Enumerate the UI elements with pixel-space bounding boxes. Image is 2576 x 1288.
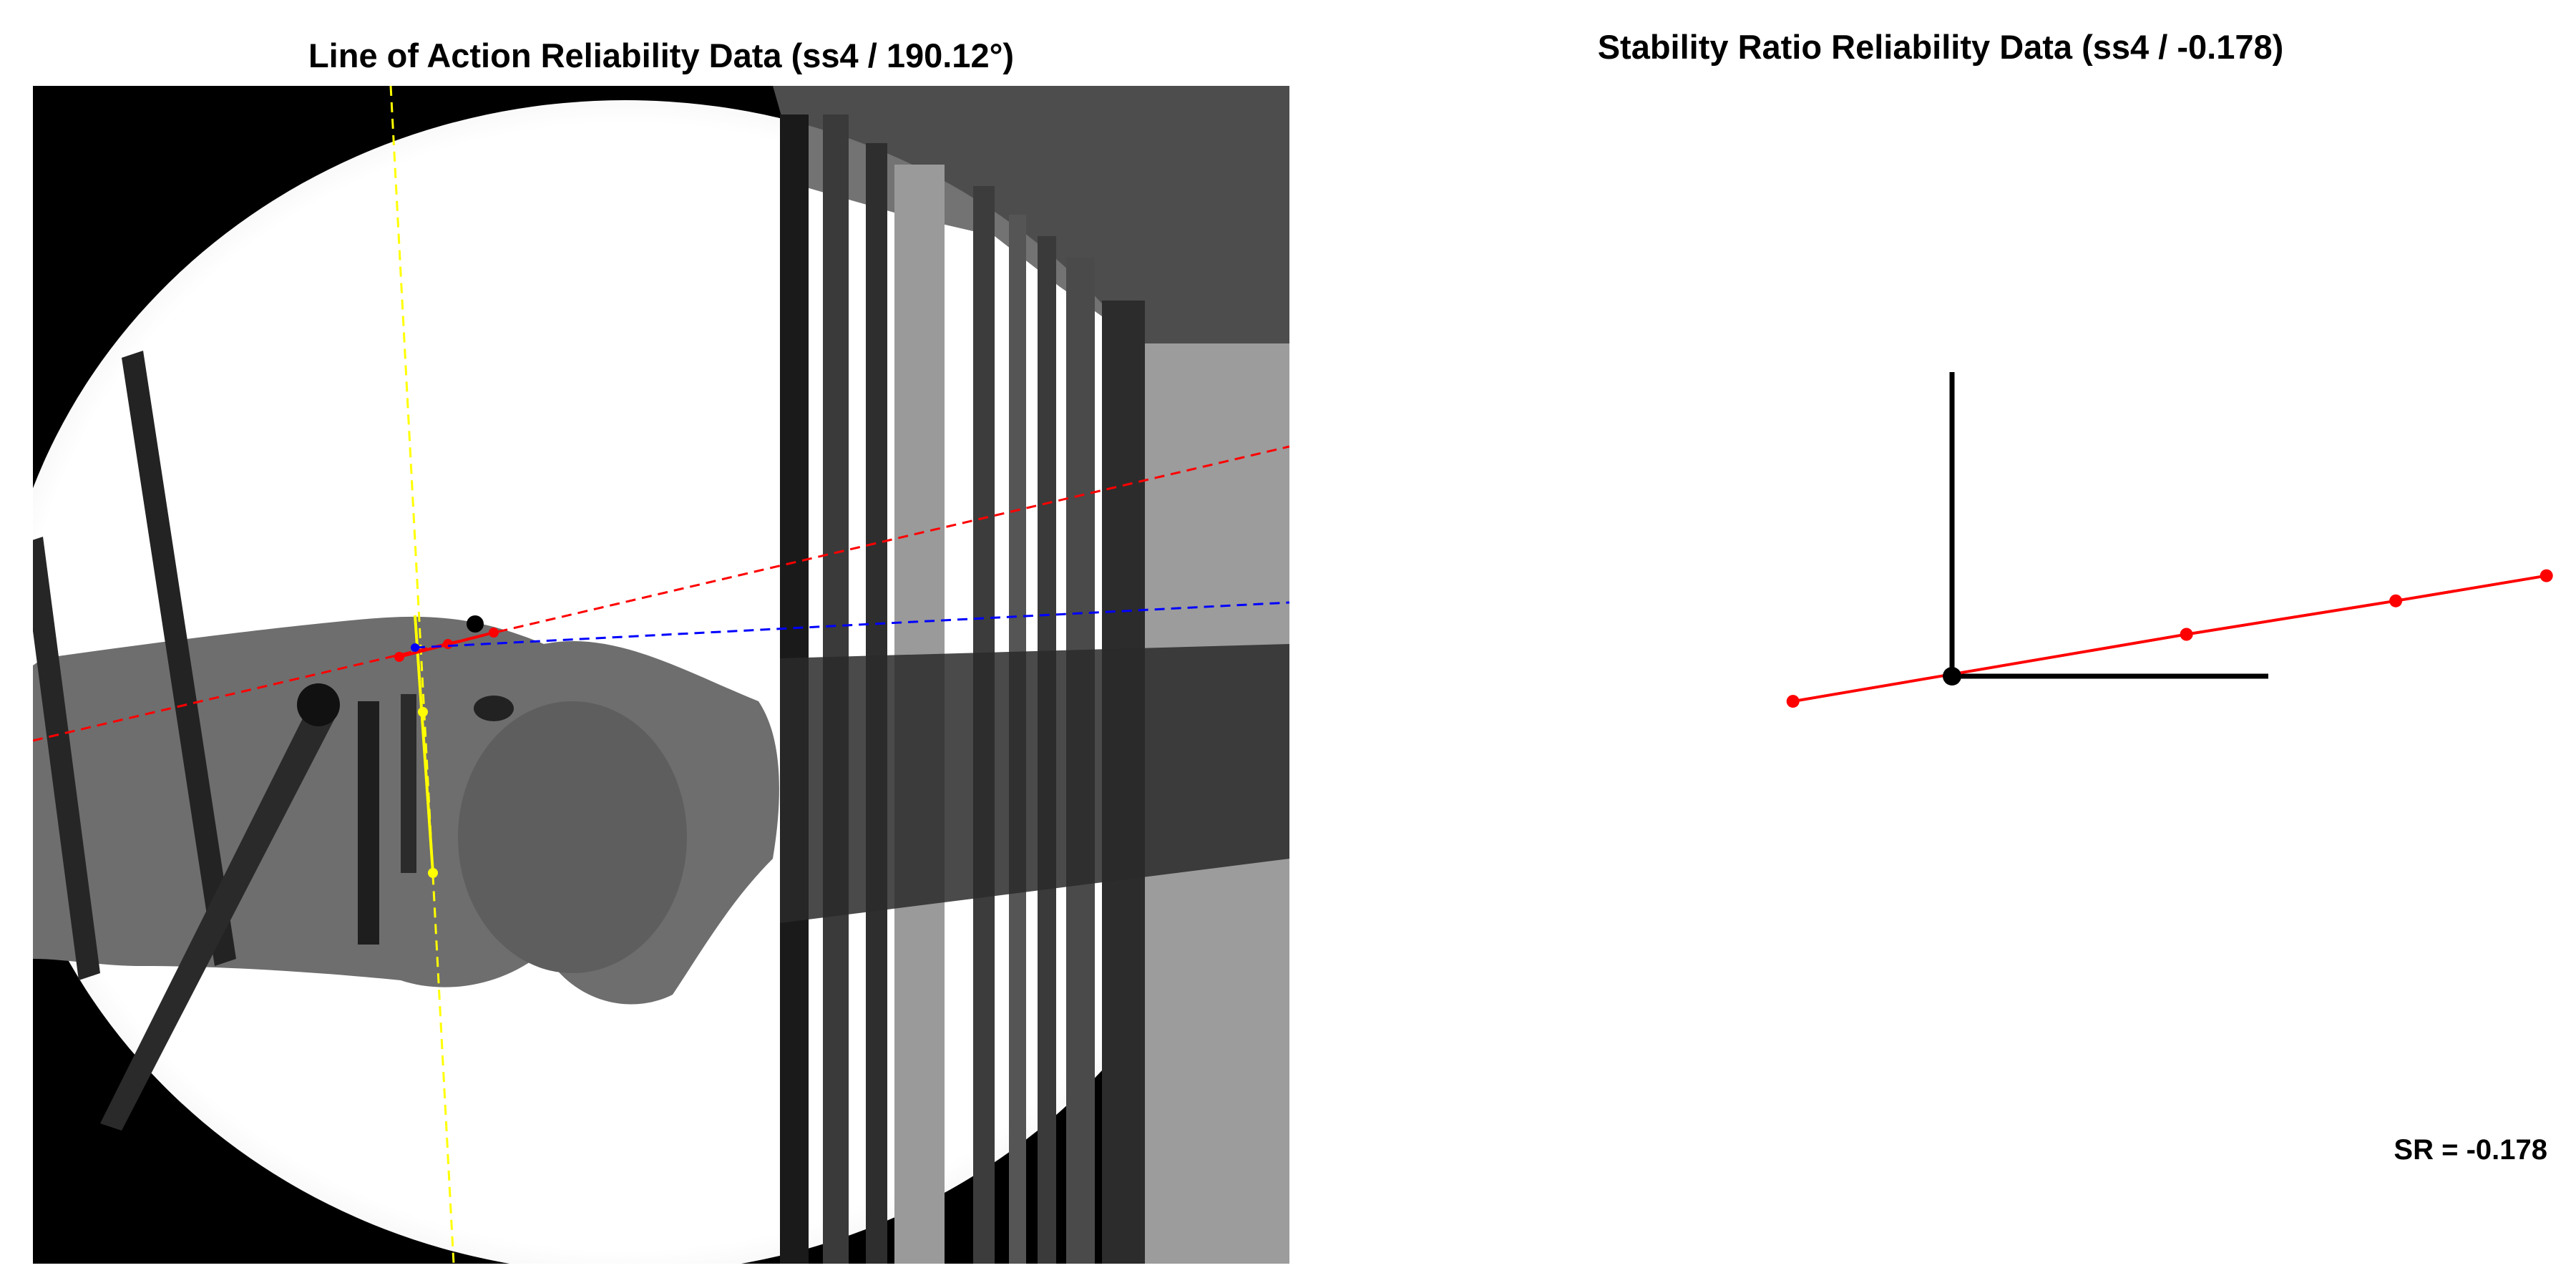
yellow-point xyxy=(428,868,438,878)
xray-image xyxy=(33,86,1289,1264)
overlay-lines xyxy=(33,86,1289,1264)
left-panel-title: Line of Action Reliability Data (ss4 / 1… xyxy=(308,36,1014,74)
red-point xyxy=(443,639,453,649)
red-dashed-line xyxy=(33,445,1289,742)
yellow-solid-segment xyxy=(414,615,434,874)
red-point xyxy=(394,652,404,662)
sr-data-point xyxy=(2180,628,2193,641)
blue-dashed-line xyxy=(414,601,1289,649)
stability-ratio-plot xyxy=(1786,372,2553,708)
right-panel-title: Stability Ratio Reliability Data (ss4 / … xyxy=(1598,28,2284,66)
sr-data-point xyxy=(2540,569,2553,582)
yellow-point xyxy=(418,707,428,717)
sr-series-line xyxy=(1792,574,2547,703)
sr-annotation: SR = -0.178 xyxy=(2394,1134,2547,1166)
origin-point xyxy=(1943,667,1961,686)
sr-data-point xyxy=(2389,594,2403,608)
blue-point xyxy=(411,643,419,652)
sr-data-point xyxy=(1786,695,1800,708)
red-point xyxy=(489,628,499,638)
